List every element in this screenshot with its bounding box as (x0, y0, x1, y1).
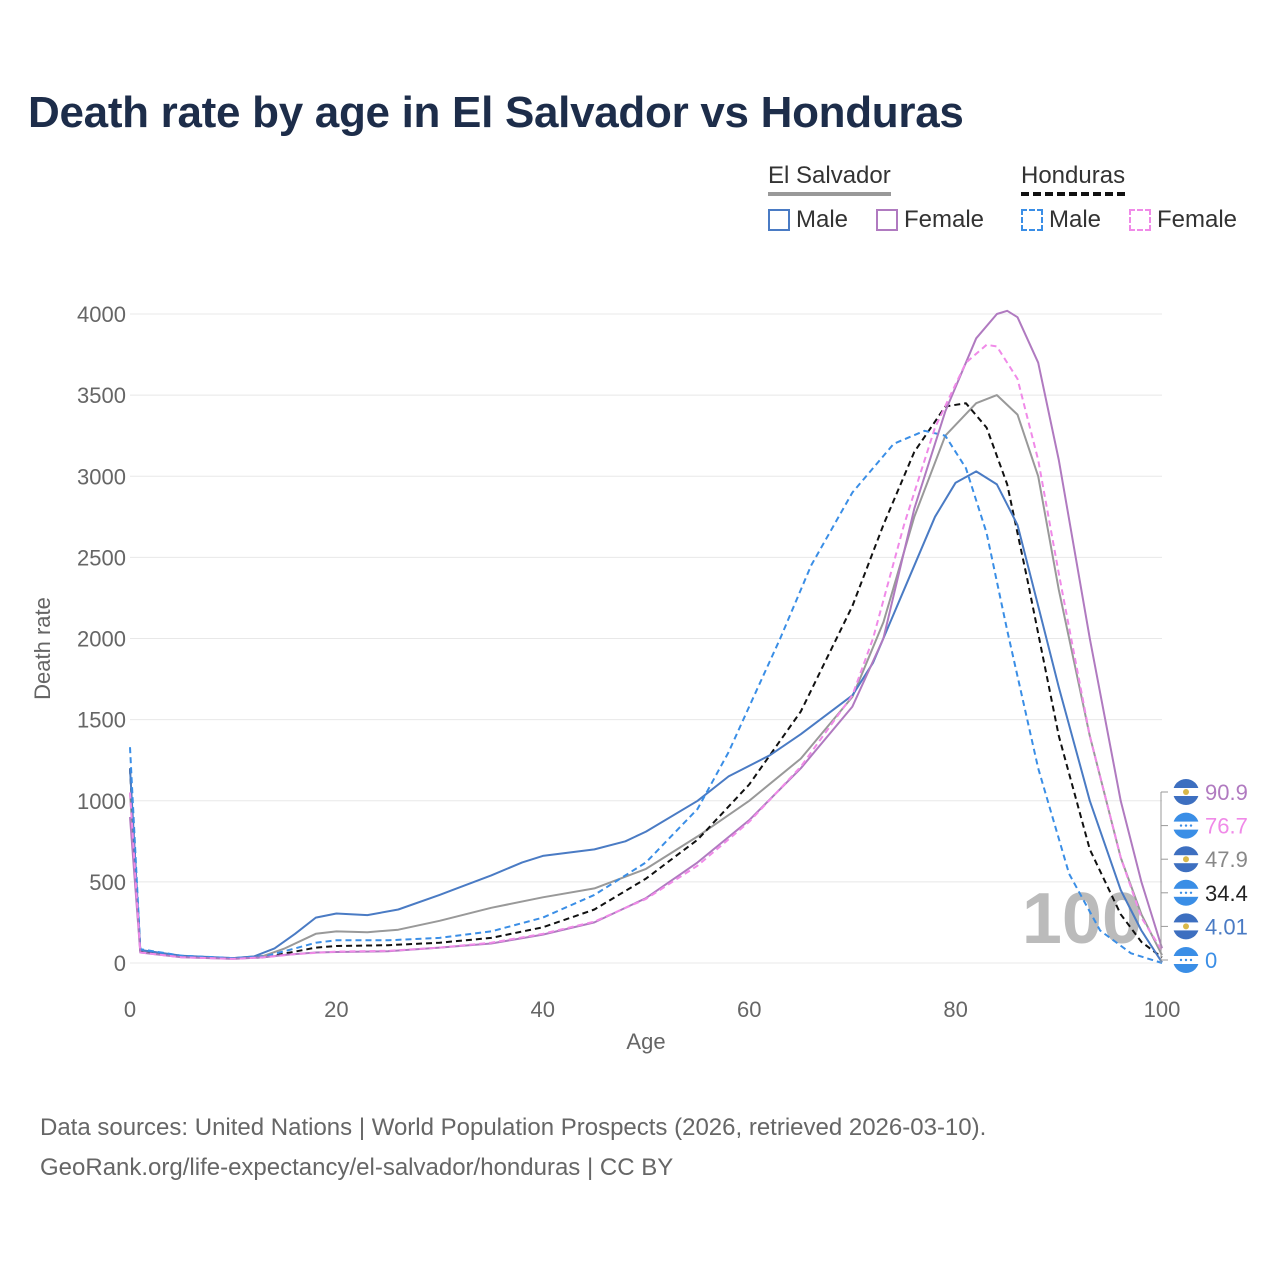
y-tick-label: 3000 (77, 464, 126, 489)
footer: Data sources: United Nations | World Pop… (40, 1108, 986, 1188)
x-tick-label: 40 (531, 997, 555, 1022)
x-axis-title: Age (626, 1029, 665, 1054)
legend-label: Male (796, 206, 849, 233)
legend-label: Female (904, 206, 985, 233)
legend-item-hn-female[interactable]: Female (1129, 206, 1237, 234)
y-tick-label: 1500 (77, 708, 126, 733)
end-label-value: 0 (1205, 948, 1217, 973)
series-line-hn-female (129, 343, 1163, 960)
flag-star (1189, 958, 1193, 962)
flag-star (1184, 891, 1188, 894)
y-tick-label: 2000 (77, 627, 126, 652)
legend-swatch (1021, 209, 1043, 231)
end-label-value: 47.9 (1205, 847, 1248, 872)
flag-star (1184, 958, 1188, 962)
flag-star (1179, 958, 1183, 962)
x-tick-label: 100 (1144, 997, 1181, 1022)
y-tick-label: 0 (114, 951, 126, 976)
legend-group-el-salvador: El Salvador (768, 162, 891, 196)
chart-title: Death rate by age in El Salvador vs Hond… (28, 88, 964, 137)
legend-group-title: Honduras (1021, 162, 1126, 196)
legend-group-honduras: Honduras (1021, 162, 1126, 196)
footer-link[interactable]: GeoRank.org/life-expectancy/el-salvador/… (40, 1154, 674, 1181)
y-axis-title: Death rate (30, 597, 55, 700)
legend-item-hn-male[interactable]: Male (1021, 206, 1101, 234)
legend-group-title: El Salvador (768, 162, 891, 196)
series-line-hn-male (129, 429, 1163, 964)
x-tick-label: 0 (124, 997, 136, 1022)
end-label-value: 90.9 (1205, 780, 1248, 805)
series-line-es-male (129, 470, 1163, 963)
y-tick-label: 1000 (77, 789, 126, 814)
y-tick-label: 3500 (77, 383, 126, 408)
x-tick-label: 60 (737, 997, 761, 1022)
legend-swatch (1129, 209, 1151, 231)
legend-swatch (876, 209, 898, 231)
flag-star (1189, 824, 1193, 827)
flag-star (1189, 891, 1193, 894)
y-tick-label: 4000 (77, 302, 126, 327)
legend-label: Male (1049, 206, 1102, 233)
footer-sources: Data sources: United Nations | World Pop… (40, 1114, 987, 1141)
y-tick-label: 500 (89, 870, 126, 895)
flag-emblem (1183, 789, 1189, 795)
series-line-es-total (129, 394, 1163, 960)
legend-swatch (768, 209, 790, 231)
flag-star (1179, 824, 1183, 827)
flag-star (1184, 824, 1188, 827)
end-label-value: 76.7 (1205, 814, 1248, 839)
end-label-value: 34.4 (1205, 881, 1248, 906)
x-tick-label: 80 (943, 997, 967, 1022)
y-tick-label: 2500 (77, 545, 126, 570)
legend-label: Female (1157, 206, 1238, 233)
flag-star (1179, 891, 1183, 894)
legend-item-es-male[interactable]: Male (768, 206, 848, 234)
series-line-hn-total (129, 402, 1163, 960)
x-tick-label: 20 (324, 997, 348, 1022)
legend-item-es-female[interactable]: Female (876, 206, 984, 234)
flag-emblem (1183, 923, 1189, 930)
end-label-value: 4.01 (1205, 914, 1248, 939)
flag-emblem (1183, 856, 1189, 863)
